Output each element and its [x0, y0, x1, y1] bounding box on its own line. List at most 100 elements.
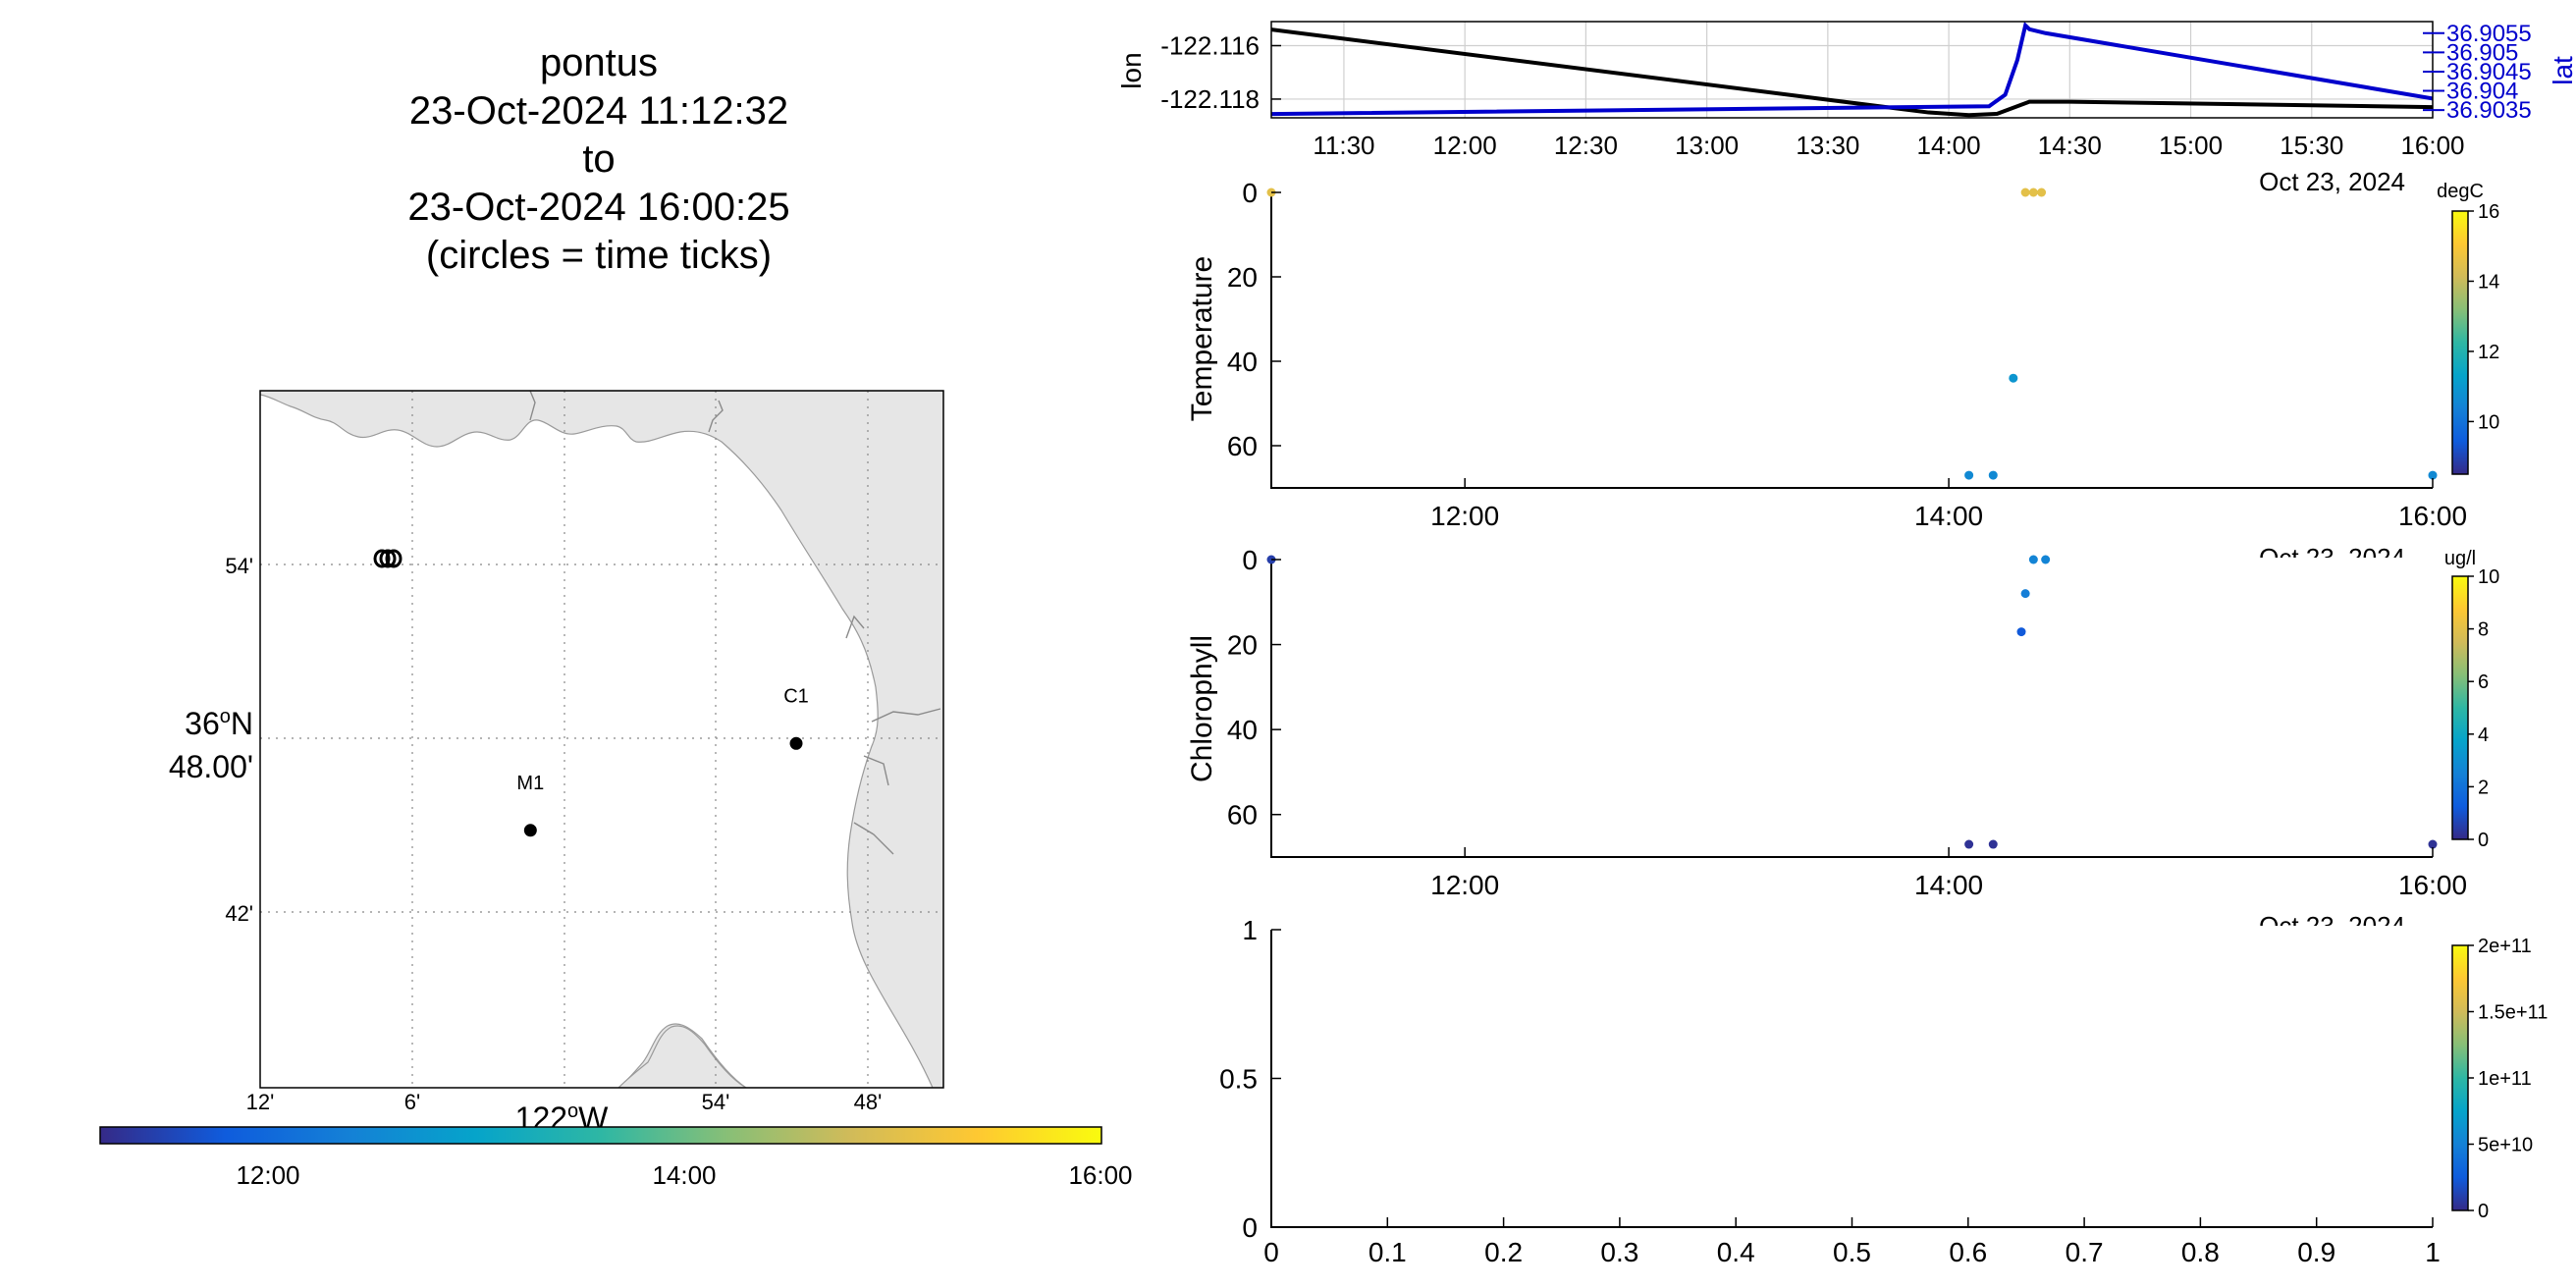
map-lat-tick-48: 48.00': [169, 749, 253, 784]
temperature-ytick-label: 20: [1227, 262, 1258, 293]
lat-series-line: [1271, 22, 2433, 117]
empty-xtick-label: 0.9: [2297, 1237, 2335, 1267]
temperature-axis-label: Temperature: [1186, 256, 1218, 421]
title-end-time: 23-Oct-2024 16:00:25: [407, 186, 790, 229]
temperature-point: [2028, 188, 2038, 197]
lon-series-line: [1271, 27, 2433, 118]
lonlat-xtick: 13:00: [1675, 131, 1739, 160]
chlorophyll-colorbar-unit: ug/l: [2444, 548, 2476, 569]
lonlat-xtick: 13:30: [1796, 131, 1859, 160]
map-lon-tick-48: 48': [854, 1090, 883, 1114]
chlorophyll-ytick-label: 60: [1227, 800, 1258, 831]
lonlat-gridlines: [1271, 22, 2434, 118]
chlorophyll-cbar-tick-label: 4: [2478, 724, 2489, 746]
empty-cbar-tick-label: 5e+10: [2478, 1135, 2533, 1156]
temperature-point: [2037, 188, 2047, 197]
empty-panel-colorbar-ticks: 2e+11 1.5e+11 1e+11 5e+10 0: [2468, 936, 2548, 1222]
lon-tick-label: -122.116: [1160, 31, 1260, 61]
chlorophyll-cbar-tick-label: 2: [2478, 777, 2489, 798]
title-platform: pontus: [539, 41, 659, 84]
empty-ytick-label: 0.5: [1219, 1064, 1258, 1095]
chlorophyll-axis-label: Chlorophyll: [1186, 635, 1218, 782]
temperature-axes: [1270, 192, 2433, 489]
temperature-date-label: Oct 23, 2024: [2259, 543, 2405, 572]
map-lat-tick-54: 54': [225, 554, 253, 578]
chlorophyll-point: [2016, 627, 2026, 637]
temperature-points: [1266, 188, 2438, 480]
empty-cbar-tick-label: 0: [2478, 1201, 2489, 1222]
lon-tick-label: -122.118: [1160, 84, 1260, 114]
empty-ytick-label: 1: [1242, 915, 1258, 945]
empty-cbar-tick-label: 1e+11: [2478, 1068, 2532, 1090]
map-plot-area: C1 M1: [260, 391, 943, 1088]
empty-xtick-label: 0.6: [1949, 1237, 1987, 1267]
chlorophyll-ytick-label: 40: [1227, 715, 1258, 745]
chlorophyll-points: [1266, 555, 2438, 849]
track-time-circles: [373, 549, 402, 568]
chlorophyll-point: [2028, 555, 2038, 564]
temperature-xticks: 12:00 14:00 16:00 Oct 23, 2024: [1430, 478, 2467, 572]
temperature-ytick-label: 40: [1227, 347, 1258, 377]
temperature-cbar-tick-label: 12: [2478, 342, 2499, 363]
empty-cbar-tick-label: 1.5e+11: [2478, 1002, 2548, 1024]
elkhorn-slough: [871, 708, 941, 723]
chlorophyll-xtick-label: 14:00: [1914, 870, 1983, 900]
lonlat-xtick: 16:00: [2400, 131, 2464, 160]
lonlat-xticks: 11:30 12:00 12:30 13:00 13:30 14:00 14:30 15:00…: [1313, 131, 2464, 160]
chlorophyll-point: [1964, 839, 1974, 849]
figure-title: pontus 23-Oct-2024 11:12:32 to 23-Oct-20…: [275, 39, 923, 280]
temperature-point: [2020, 188, 2030, 197]
temperature-point: [2009, 373, 2018, 383]
chlorophyll-point: [2041, 555, 2051, 564]
empty-panel-axes: [1270, 930, 2433, 1228]
lat-tick-label: 36.904: [2446, 79, 2518, 105]
lonlat-xtick: 15:00: [2159, 131, 2223, 160]
lonlat-xtick: 14:00: [1917, 131, 1981, 160]
chlorophyll-point: [2428, 839, 2438, 849]
map-lon-tick-54: 54': [702, 1090, 730, 1114]
map-lat-tick-42: 42': [225, 901, 253, 926]
station-m1-marker: [523, 824, 537, 837]
empty-xtick-label: 0.5: [1833, 1237, 1871, 1267]
lonlat-xtick: 12:00: [1433, 131, 1497, 160]
empty-xtick-label: 0.3: [1600, 1237, 1638, 1267]
temperature-ytick-label: 0: [1242, 178, 1258, 208]
temperature-cbar-tick-label: 14: [2478, 271, 2499, 293]
chlorophyll-cbar-tick-label: 8: [2478, 619, 2489, 641]
temperature-point: [1964, 470, 1974, 480]
map-lat-tick-36n: 36oN: [185, 706, 253, 741]
chlorophyll-xtick-label: 12:00: [1430, 870, 1499, 900]
chlorophyll-xtick-label: 16:00: [2398, 870, 2467, 900]
temperature-colorbar-ticks: 16 14 12 10: [2468, 201, 2499, 433]
station-m1-label: M1: [516, 773, 544, 794]
lonlat-xtick: 14:30: [2038, 131, 2102, 160]
temperature-ytick-label: 60: [1227, 431, 1258, 461]
salinas-river: [853, 822, 894, 855]
lonlat-xtick: 15:30: [2280, 131, 2343, 160]
chlorophyll-yticks: 0 20 40 60: [1227, 545, 1281, 831]
station-c1-marker: [789, 736, 803, 750]
map-frame: [259, 390, 944, 1089]
empty-xtick-label: 0: [1263, 1237, 1279, 1267]
lonlat-left-ticks: -122.116 -122.118: [1160, 31, 1281, 114]
station-c1-label: C1: [783, 685, 809, 707]
chlorophyll-point: [2020, 589, 2030, 599]
chlorophyll-colorbar: [2451, 575, 2469, 840]
empty-xtick-label: 0.2: [1484, 1237, 1523, 1267]
chlorophyll-panel: 0 20 40 60 12:00 14:00 16:00 Oct 23, 2024 Chlo…: [1186, 545, 2499, 940]
chlorophyll-ytick-label: 20: [1227, 630, 1258, 661]
river-1: [529, 391, 536, 421]
monterey-peninsula: [617, 1025, 748, 1088]
chlorophyll-cbar-tick-label: 6: [2478, 671, 2489, 693]
lat-tick-label: 36.9055: [2446, 21, 2532, 47]
chlorophyll-xticks: 12:00 14:00 16:00 Oct 23, 2024: [1430, 847, 2467, 940]
chlorophyll-point: [1988, 839, 1998, 849]
lonlat-xtick: 12:30: [1554, 131, 1618, 160]
title-note: (circles = time ticks): [425, 234, 773, 277]
temperature-colorbar: [2451, 210, 2469, 475]
chlorophyll-cbar-tick-label: 0: [2478, 830, 2489, 851]
chlorophyll-date-label: Oct 23, 2024: [2259, 911, 2405, 940]
time-colorbar: [99, 1126, 1102, 1145]
time-colorbar-tick-14: 14:00: [652, 1160, 716, 1190]
